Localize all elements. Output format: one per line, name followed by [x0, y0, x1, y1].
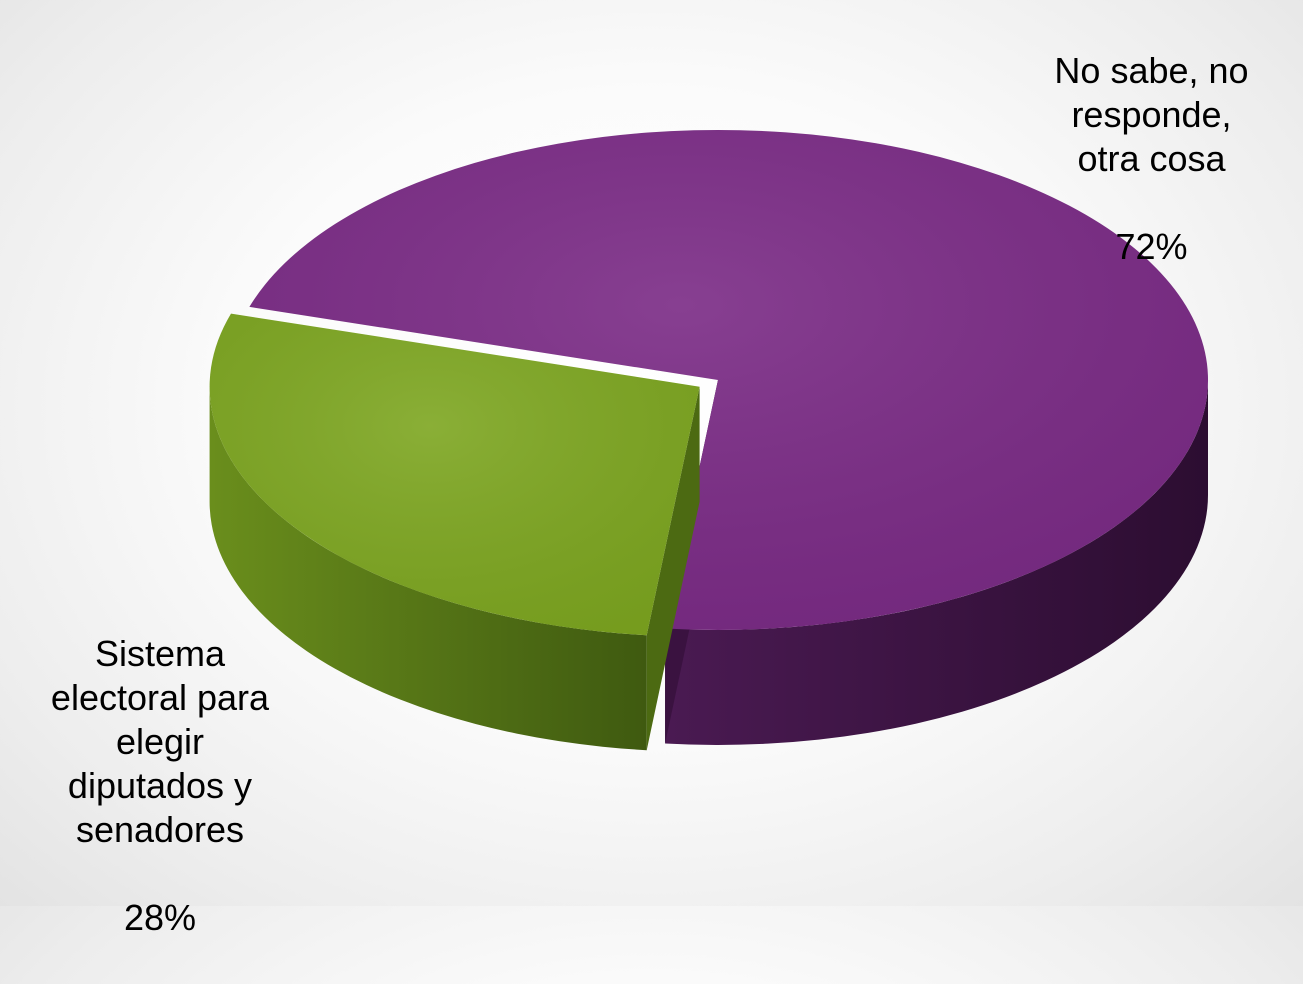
pie-chart [209, 129, 1209, 751]
slice-side-wall [665, 380, 1208, 745]
slice-cut-face [646, 386, 700, 751]
slice-top-shading [249, 129, 1209, 630]
slice-top-shading [209, 313, 700, 636]
slice-value-label: 72% [1115, 226, 1188, 267]
pie-slice [249, 129, 1209, 745]
slice-side-wall [209, 386, 647, 751]
slice-label-text: Sistema electoral para elegir diputados … [50, 633, 270, 850]
pie-slice [209, 313, 700, 751]
slice-label-no-sabe: No sabe, no responde, otra cosa 72% [1000, 5, 1303, 313]
slice-label-text: No sabe, no responde, otra cosa [1054, 50, 1249, 179]
slice-value-label: 28% [123, 897, 197, 938]
slice-label-sistema-electoral: Sistema electoral para elegir diputados … [0, 588, 320, 984]
